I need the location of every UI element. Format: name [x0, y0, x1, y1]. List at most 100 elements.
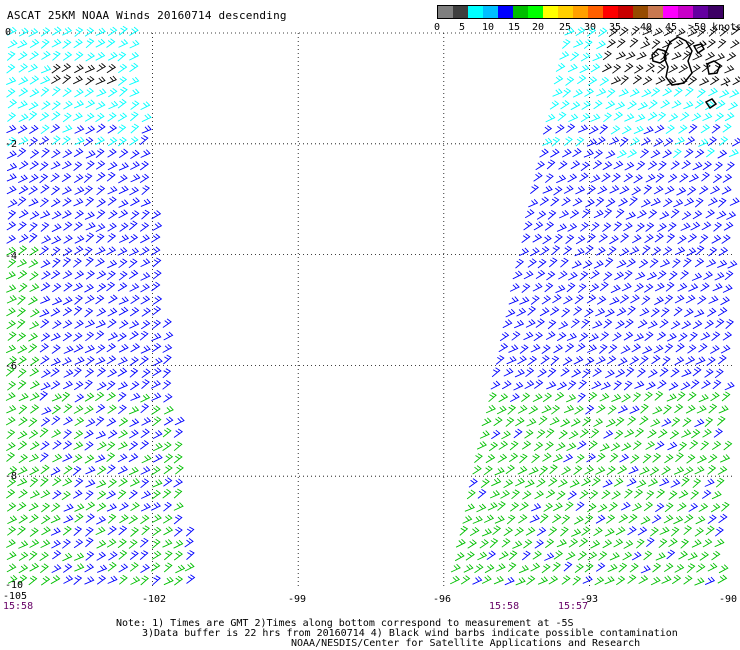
wind-barb — [95, 38, 106, 48]
wind-barb — [484, 564, 495, 574]
wind-barb — [633, 174, 643, 184]
wind-barb — [601, 489, 611, 500]
wind-barb — [117, 367, 128, 377]
wind-barb — [624, 62, 634, 73]
wind-barb — [715, 477, 725, 488]
wind-barb — [651, 39, 661, 49]
wind-barb — [497, 453, 508, 463]
wind-barb — [656, 488, 666, 499]
wind-barb — [52, 257, 61, 268]
wind-barb — [684, 148, 694, 158]
wind-barb — [84, 87, 94, 97]
wind-barb — [141, 525, 150, 536]
wind-barb — [724, 381, 735, 391]
wind-barb — [63, 380, 73, 390]
wind-barb — [117, 453, 128, 463]
wind-barb — [523, 220, 533, 231]
wind-barb — [6, 442, 16, 451]
wind-barb — [130, 294, 140, 304]
wind-barb — [5, 392, 16, 401]
wind-barb — [641, 88, 652, 98]
wind-barb — [536, 429, 546, 439]
wind-barb — [692, 366, 702, 377]
wind-barb — [73, 343, 84, 353]
wind-barb — [552, 502, 563, 512]
wind-barb — [720, 344, 731, 354]
wind-barb — [553, 233, 563, 244]
wind-barb — [583, 39, 593, 49]
galapagos-islands — [644, 36, 729, 110]
wind-barb — [74, 51, 84, 61]
wind-barb — [567, 222, 578, 232]
wind-barb — [74, 319, 84, 329]
wind-barb — [657, 64, 666, 74]
wind-barb — [714, 538, 725, 548]
wind-barb — [608, 27, 618, 37]
wind-barb — [163, 464, 173, 475]
wind-barb — [96, 381, 107, 391]
wind-barb — [708, 197, 718, 206]
legend-swatch — [708, 6, 723, 18]
wind-barb — [676, 391, 686, 402]
wind-barb — [629, 246, 640, 255]
wind-barb — [107, 196, 117, 206]
lat-tick-label: -10 — [5, 580, 24, 591]
wind-barb — [545, 538, 555, 549]
wind-barb — [85, 418, 96, 428]
wind-barb — [639, 307, 650, 317]
wind-barb — [85, 52, 95, 62]
wind-barb — [575, 501, 585, 512]
wind-barb — [129, 39, 140, 49]
wind-barb — [494, 467, 505, 476]
wind-barb — [602, 50, 612, 61]
wind-barb — [696, 405, 707, 414]
wind-barb — [74, 552, 85, 561]
wind-barb — [672, 258, 681, 269]
wind-barb — [163, 477, 173, 487]
wind-barb — [117, 124, 127, 134]
wind-barb — [484, 514, 495, 523]
wind-barb — [529, 247, 540, 257]
wind-barb — [711, 331, 721, 341]
wind-barb — [626, 477, 637, 487]
wind-barb — [614, 429, 624, 440]
lat-tick-label: -8 — [5, 471, 18, 482]
wind-barb — [107, 368, 118, 378]
wind-barb — [140, 466, 151, 475]
wind-barb — [139, 440, 150, 450]
wind-barb — [650, 418, 661, 427]
wind-barb — [74, 295, 83, 305]
wind-barb — [6, 452, 16, 462]
wind-barb — [675, 342, 685, 353]
wind-barb — [554, 391, 565, 401]
wind-barb — [699, 551, 709, 561]
wind-barb — [39, 391, 49, 401]
wind-barb — [579, 64, 590, 74]
wind-barb — [51, 564, 62, 574]
lon-tick-label: -99 — [288, 594, 307, 605]
wind-barb — [7, 381, 17, 391]
wind-barb — [542, 185, 553, 194]
wind-barb — [84, 563, 95, 573]
wind-barb — [62, 477, 73, 487]
wind-barb — [680, 222, 691, 231]
wind-barb — [723, 221, 734, 231]
wind-barb — [96, 209, 106, 219]
wind-barb — [18, 87, 29, 97]
wind-barb — [555, 124, 565, 134]
wind-barb — [118, 76, 128, 86]
wind-barb — [95, 233, 105, 244]
wind-barb — [629, 563, 639, 573]
wind-barb — [29, 356, 40, 366]
wind-barb — [7, 210, 17, 220]
wind-barb — [584, 514, 594, 525]
wind-barb — [561, 575, 571, 585]
wind-barb — [107, 233, 117, 243]
wind-barb — [117, 392, 127, 402]
wind-barb — [85, 537, 94, 548]
wind-barb — [524, 209, 535, 219]
wind-barb — [637, 101, 648, 111]
wind-barb — [713, 161, 723, 172]
wind-barb — [140, 295, 151, 305]
wind-barb — [85, 501, 96, 511]
